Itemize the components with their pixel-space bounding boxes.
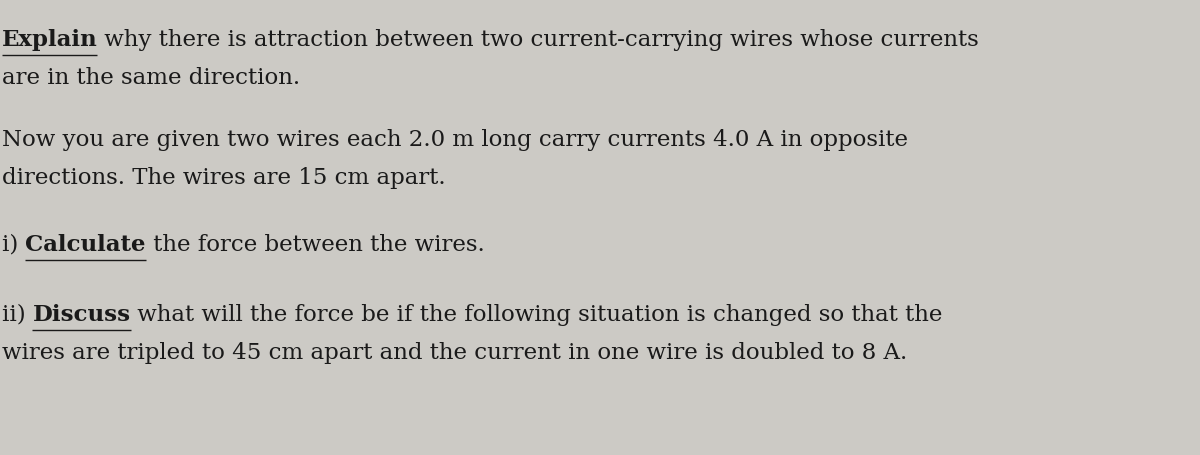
Text: Calculate: Calculate	[25, 233, 145, 255]
Text: wires are tripled to 45 cm apart and the current in one wire is doubled to 8 A.: wires are tripled to 45 cm apart and the…	[1, 341, 907, 363]
Text: Discuss: Discuss	[32, 303, 131, 325]
Text: why there is attraction between two current-carrying wires whose currents: why there is attraction between two curr…	[97, 29, 979, 51]
Text: are in the same direction.: are in the same direction.	[1, 67, 300, 89]
Text: ii): ii)	[1, 303, 32, 325]
Text: what will the force be if the following situation is changed so that the: what will the force be if the following …	[131, 303, 943, 325]
Text: Now you are given two wires each 2.0 m long carry currents 4.0 A in opposite: Now you are given two wires each 2.0 m l…	[1, 129, 907, 151]
Text: Explain: Explain	[1, 29, 97, 51]
Text: i): i)	[1, 233, 25, 255]
Text: the force between the wires.: the force between the wires.	[145, 233, 485, 255]
Text: directions. The wires are 15 cm apart.: directions. The wires are 15 cm apart.	[1, 167, 445, 188]
